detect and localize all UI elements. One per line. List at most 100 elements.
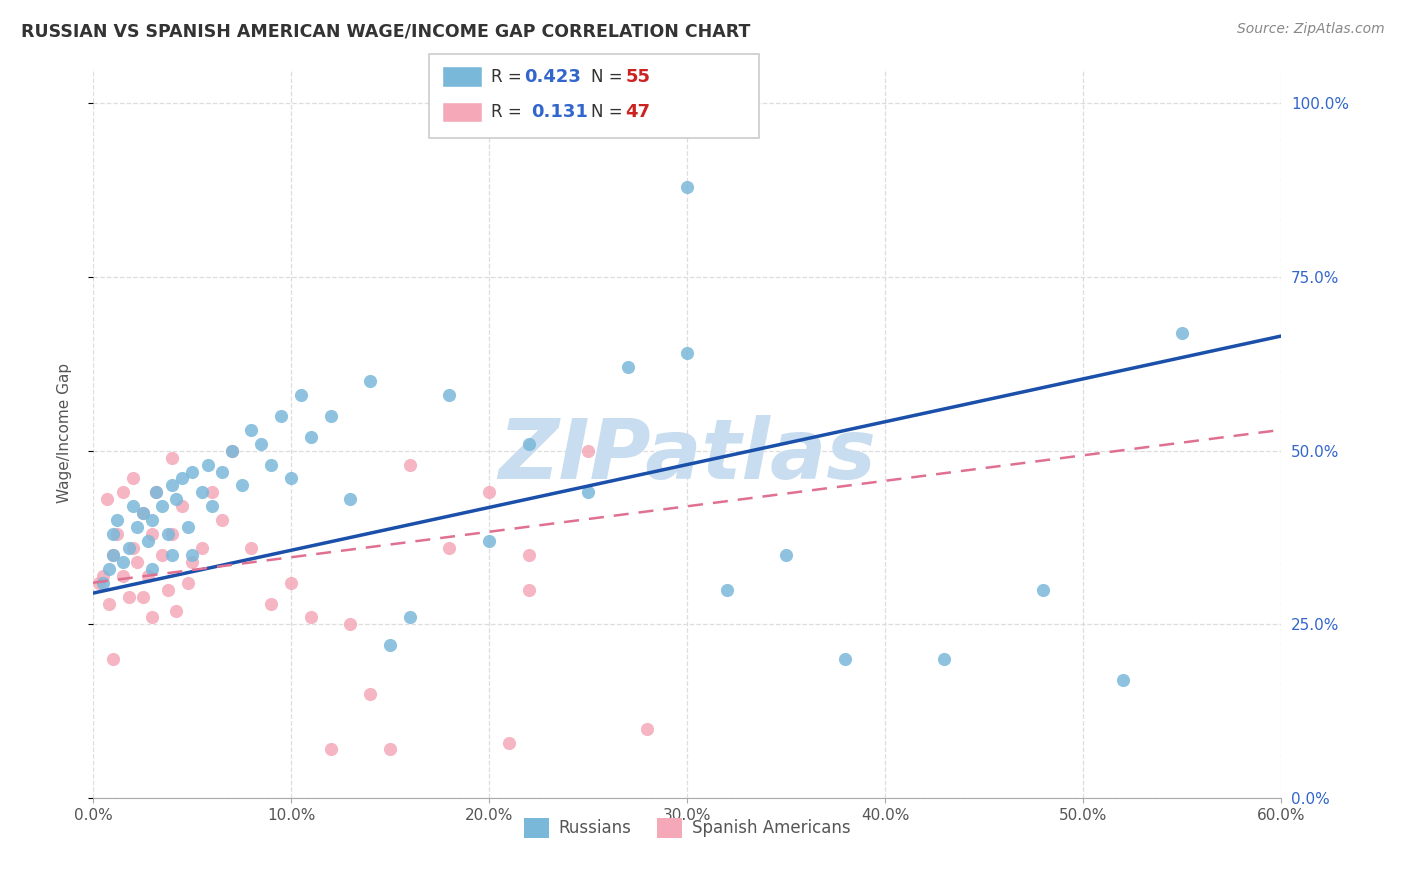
Y-axis label: Wage/Income Gap: Wage/Income Gap bbox=[58, 363, 72, 503]
Point bbox=[280, 575, 302, 590]
Point bbox=[96, 492, 118, 507]
Point bbox=[211, 465, 233, 479]
Point bbox=[150, 548, 173, 562]
Point bbox=[131, 506, 153, 520]
Point bbox=[160, 450, 183, 465]
Point bbox=[517, 436, 540, 450]
Point bbox=[87, 575, 110, 590]
Point bbox=[290, 388, 312, 402]
Point bbox=[105, 527, 128, 541]
Point bbox=[280, 471, 302, 485]
Point bbox=[240, 423, 263, 437]
Point bbox=[478, 534, 501, 549]
Point bbox=[716, 582, 738, 597]
Point bbox=[676, 346, 699, 360]
Text: N =: N = bbox=[591, 103, 627, 121]
Point bbox=[141, 527, 163, 541]
Point bbox=[91, 575, 114, 590]
Point bbox=[576, 485, 599, 500]
Point bbox=[131, 506, 153, 520]
Point bbox=[498, 735, 520, 749]
Point bbox=[478, 485, 501, 500]
Point bbox=[131, 590, 153, 604]
Point bbox=[111, 485, 134, 500]
Point bbox=[201, 485, 224, 500]
Point bbox=[359, 687, 381, 701]
Point bbox=[676, 179, 699, 194]
Point bbox=[141, 610, 163, 624]
Point bbox=[181, 465, 204, 479]
Point bbox=[439, 541, 461, 555]
Point bbox=[260, 458, 283, 472]
Point bbox=[319, 742, 342, 756]
Point bbox=[181, 555, 204, 569]
Point bbox=[299, 430, 322, 444]
Point bbox=[201, 500, 224, 514]
Point bbox=[91, 568, 114, 582]
Point bbox=[398, 610, 420, 624]
Point bbox=[125, 555, 148, 569]
Point bbox=[125, 520, 148, 534]
Point bbox=[191, 541, 214, 555]
Point bbox=[359, 374, 381, 388]
Point bbox=[101, 652, 124, 666]
Point bbox=[150, 500, 173, 514]
Point bbox=[101, 548, 124, 562]
Text: N =: N = bbox=[591, 68, 627, 86]
Text: RUSSIAN VS SPANISH AMERICAN WAGE/INCOME GAP CORRELATION CHART: RUSSIAN VS SPANISH AMERICAN WAGE/INCOME … bbox=[21, 22, 751, 40]
Point bbox=[250, 436, 273, 450]
Point bbox=[97, 562, 120, 576]
Point bbox=[270, 409, 292, 423]
Text: R =: R = bbox=[491, 68, 527, 86]
Point bbox=[221, 443, 243, 458]
Point bbox=[299, 610, 322, 624]
Point bbox=[121, 541, 143, 555]
Point bbox=[145, 485, 167, 500]
Point bbox=[1171, 326, 1194, 340]
Point bbox=[181, 548, 204, 562]
Point bbox=[240, 541, 263, 555]
Point bbox=[197, 458, 219, 472]
Point bbox=[157, 527, 180, 541]
Text: 47: 47 bbox=[626, 103, 651, 121]
Point bbox=[121, 500, 143, 514]
Point bbox=[138, 568, 160, 582]
Point bbox=[141, 562, 163, 576]
Legend: Russians, Spanish Americans: Russians, Spanish Americans bbox=[517, 811, 858, 845]
Point bbox=[111, 555, 134, 569]
Text: 0.423: 0.423 bbox=[524, 68, 581, 86]
Text: Source: ZipAtlas.com: Source: ZipAtlas.com bbox=[1237, 22, 1385, 37]
Text: 0.131: 0.131 bbox=[531, 103, 588, 121]
Point bbox=[398, 458, 420, 472]
Point bbox=[221, 443, 243, 458]
Point bbox=[339, 617, 361, 632]
Text: ZIPatlas: ZIPatlas bbox=[498, 415, 876, 496]
Point bbox=[138, 534, 160, 549]
Point bbox=[172, 500, 194, 514]
Point bbox=[1111, 673, 1133, 687]
Point bbox=[118, 541, 141, 555]
Point bbox=[378, 638, 401, 652]
Point bbox=[118, 590, 141, 604]
Point bbox=[141, 513, 163, 527]
Point bbox=[339, 492, 361, 507]
Point bbox=[517, 582, 540, 597]
Point bbox=[439, 388, 461, 402]
Point bbox=[1032, 582, 1054, 597]
Point bbox=[636, 722, 658, 736]
Point bbox=[211, 513, 233, 527]
Point bbox=[319, 409, 342, 423]
Point bbox=[157, 582, 180, 597]
Point bbox=[97, 597, 120, 611]
Point bbox=[517, 548, 540, 562]
Point bbox=[172, 471, 194, 485]
Point bbox=[165, 603, 187, 617]
Point bbox=[101, 527, 124, 541]
Point bbox=[775, 548, 797, 562]
Point bbox=[834, 652, 856, 666]
Point bbox=[160, 527, 183, 541]
Point bbox=[616, 360, 638, 375]
Point bbox=[934, 652, 956, 666]
Point bbox=[121, 471, 143, 485]
Point bbox=[105, 513, 128, 527]
